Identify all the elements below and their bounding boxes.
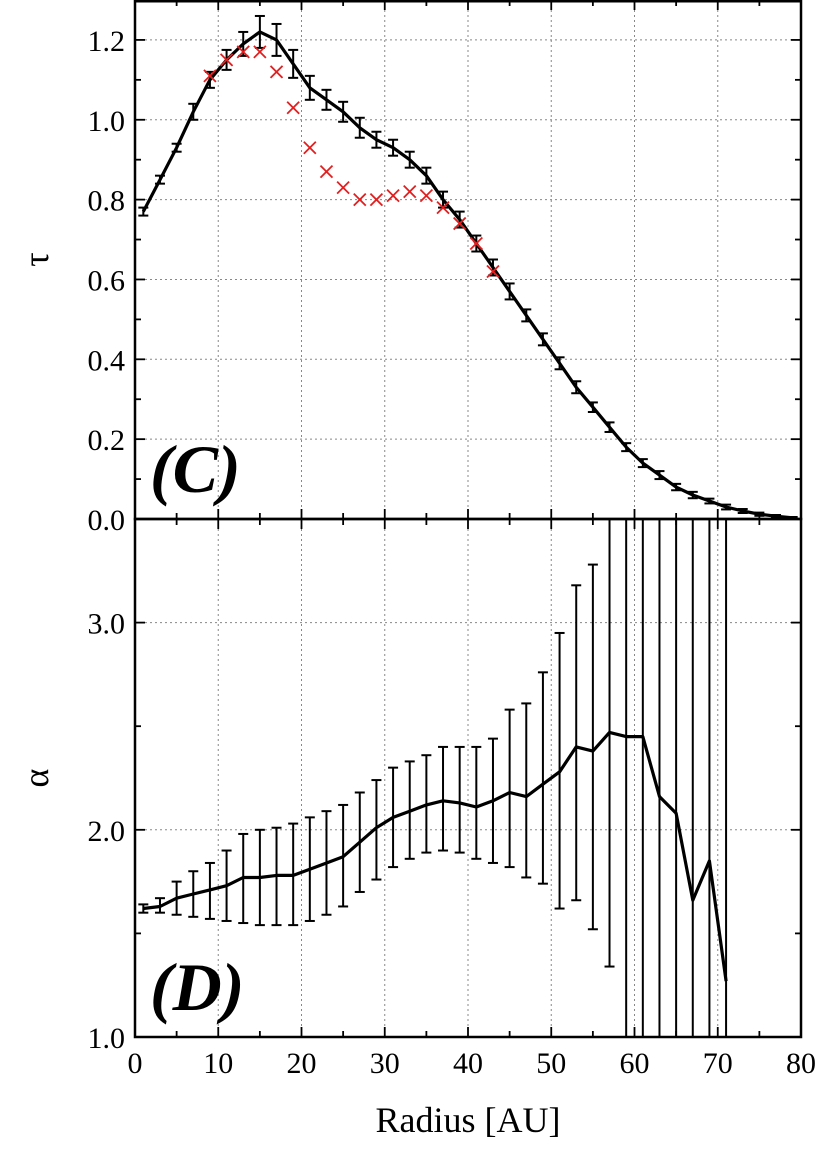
series-line — [143, 730, 728, 982]
x-tick-label: 30 — [370, 1047, 400, 1080]
error-bar — [641, 519, 644, 1037]
y-tick-label: 1.2 — [88, 25, 126, 58]
x-tick-label: 70 — [703, 1047, 733, 1080]
y-tick-label: 0.6 — [88, 264, 126, 297]
error-bar — [471, 745, 482, 860]
error-bar — [658, 519, 661, 1037]
error-bar — [438, 745, 449, 852]
panel-c-plot: 0.0 0.2 0.4 0.6 0.8 1.0 1.2 τ (C) — [16, 0, 803, 537]
data-point-marker — [319, 165, 334, 179]
y-tick-label: 0.8 — [88, 185, 126, 218]
y-tick-label: 1.0 — [88, 105, 126, 138]
panel-d-plot: 1.0 2.0 3.0 0 10 20 30 40 50 60 70 80 α (D) — [16, 517, 816, 1080]
error-bar — [708, 519, 711, 1037]
error-bar — [521, 702, 532, 879]
series-line — [141, 30, 793, 519]
data-point-marker — [303, 141, 317, 155]
error-bar — [587, 563, 598, 931]
x-tick-label: 60 — [620, 1047, 650, 1080]
x-tick-label: 50 — [536, 1047, 566, 1080]
x-tick-label: 0 — [128, 1047, 143, 1080]
y-axis-title: τ — [16, 252, 56, 266]
data-point-marker — [253, 45, 267, 59]
plot-frame — [133, 517, 803, 1039]
data-point-marker — [419, 188, 434, 203]
data-point-marker — [403, 184, 417, 199]
error-bar — [537, 671, 548, 885]
data-point-marker — [219, 53, 234, 67]
data-point-marker — [269, 65, 284, 79]
y-tick-label: 0.4 — [88, 344, 126, 377]
x-tick-label: 20 — [287, 1047, 317, 1080]
data-point-marker — [469, 236, 483, 251]
y-tick-label: 0.2 — [88, 424, 126, 457]
y-tick-label: 0.0 — [88, 504, 126, 537]
data-point-marker — [369, 192, 384, 207]
error-bar — [625, 519, 628, 1037]
error-bar — [571, 584, 582, 902]
data-point-marker — [353, 192, 367, 207]
y-tick-label: 2.0 — [88, 815, 126, 848]
x-tick-label: 10 — [203, 1047, 233, 1080]
x-tick-label: 40 — [453, 1047, 483, 1080]
error-bar — [454, 745, 465, 854]
panel-label: (C) — [150, 431, 241, 507]
data-point-marker — [386, 188, 400, 203]
data-point-marker — [236, 45, 250, 59]
data-point-marker — [203, 69, 217, 83]
data-point-marker — [486, 264, 500, 279]
data-point-marker — [286, 101, 300, 115]
error-bar — [504, 708, 515, 869]
y-tick-label: 3.0 — [88, 608, 126, 641]
panel-label: (D) — [150, 949, 244, 1025]
x-tick-label: 80 — [786, 1047, 816, 1080]
data-point-marker — [436, 200, 450, 215]
error-bar — [691, 519, 694, 1037]
data-point-marker — [453, 216, 467, 231]
data-point-marker — [336, 181, 350, 195]
y-axis-title: α — [16, 768, 56, 787]
x-axis-title: Radius [AU] — [376, 1100, 561, 1140]
error-bar — [675, 519, 678, 1037]
error-bar — [725, 519, 728, 1037]
y-tick-label: 1.0 — [88, 1022, 126, 1055]
